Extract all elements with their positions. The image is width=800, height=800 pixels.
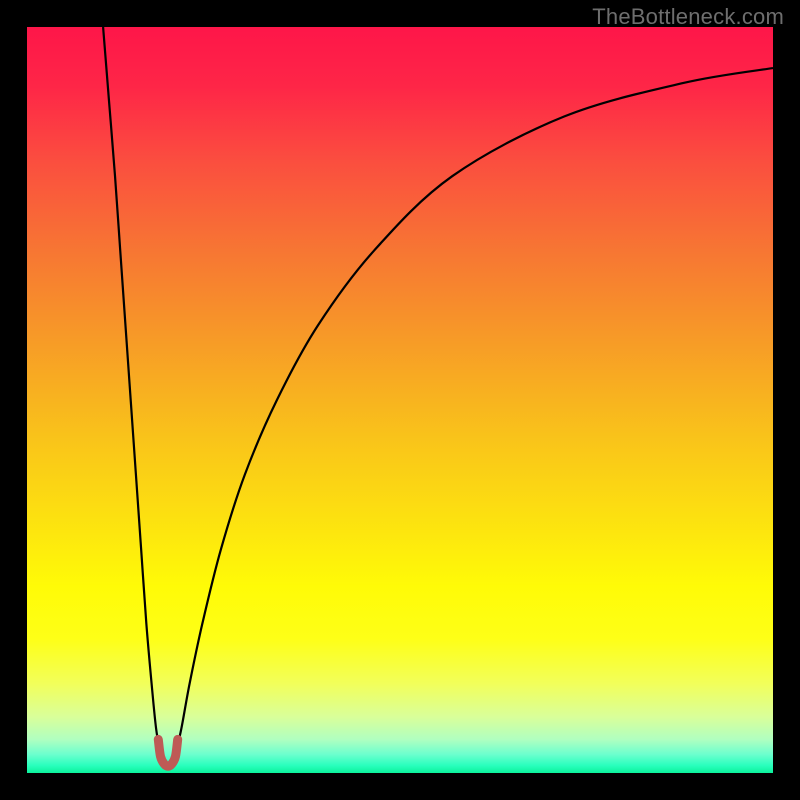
bottleneck-curve-chart — [0, 0, 800, 800]
chart-container: TheBottleneck.com — [0, 0, 800, 800]
gradient-background — [27, 27, 773, 773]
attribution-text: TheBottleneck.com — [592, 4, 784, 30]
